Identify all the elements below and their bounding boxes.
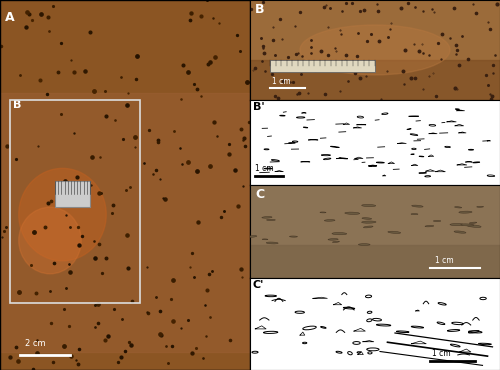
Bar xyxy=(10,100,140,303)
Ellipse shape xyxy=(461,224,474,226)
Bar xyxy=(55,181,90,207)
Ellipse shape xyxy=(358,244,370,245)
Ellipse shape xyxy=(324,220,335,221)
Text: 1 cm: 1 cm xyxy=(272,77,291,86)
Ellipse shape xyxy=(262,239,268,240)
Ellipse shape xyxy=(434,221,441,222)
Ellipse shape xyxy=(262,216,272,218)
Ellipse shape xyxy=(362,221,376,223)
Bar xyxy=(250,60,500,100)
Ellipse shape xyxy=(470,222,476,223)
Text: 1 cm: 1 cm xyxy=(255,164,274,173)
Ellipse shape xyxy=(467,225,481,228)
Ellipse shape xyxy=(450,223,464,226)
Ellipse shape xyxy=(345,212,360,214)
Ellipse shape xyxy=(19,168,106,261)
Ellipse shape xyxy=(362,218,372,219)
Ellipse shape xyxy=(266,242,278,244)
Text: B: B xyxy=(12,100,21,110)
Ellipse shape xyxy=(300,25,450,75)
Ellipse shape xyxy=(328,239,338,240)
Ellipse shape xyxy=(247,236,257,238)
Bar xyxy=(270,60,375,72)
Ellipse shape xyxy=(459,211,472,213)
Ellipse shape xyxy=(388,231,400,233)
Ellipse shape xyxy=(19,207,81,274)
Bar xyxy=(0,92,250,352)
Ellipse shape xyxy=(476,206,484,207)
Text: 1 cm: 1 cm xyxy=(435,256,454,266)
Ellipse shape xyxy=(425,225,434,227)
Bar xyxy=(250,245,500,278)
Ellipse shape xyxy=(266,219,276,221)
Text: B: B xyxy=(255,3,264,16)
Ellipse shape xyxy=(290,236,298,237)
Ellipse shape xyxy=(454,207,462,208)
Ellipse shape xyxy=(412,205,423,207)
Text: C: C xyxy=(255,188,264,201)
Ellipse shape xyxy=(332,233,346,235)
Text: 1 cm: 1 cm xyxy=(432,349,451,358)
Ellipse shape xyxy=(362,205,376,206)
Ellipse shape xyxy=(364,226,373,228)
Ellipse shape xyxy=(320,212,326,213)
Ellipse shape xyxy=(454,231,466,233)
Text: A: A xyxy=(5,11,15,24)
Ellipse shape xyxy=(411,213,418,215)
Text: 2 cm: 2 cm xyxy=(25,339,46,348)
Text: B': B' xyxy=(252,102,264,112)
Text: C': C' xyxy=(252,280,264,290)
Ellipse shape xyxy=(332,241,340,242)
